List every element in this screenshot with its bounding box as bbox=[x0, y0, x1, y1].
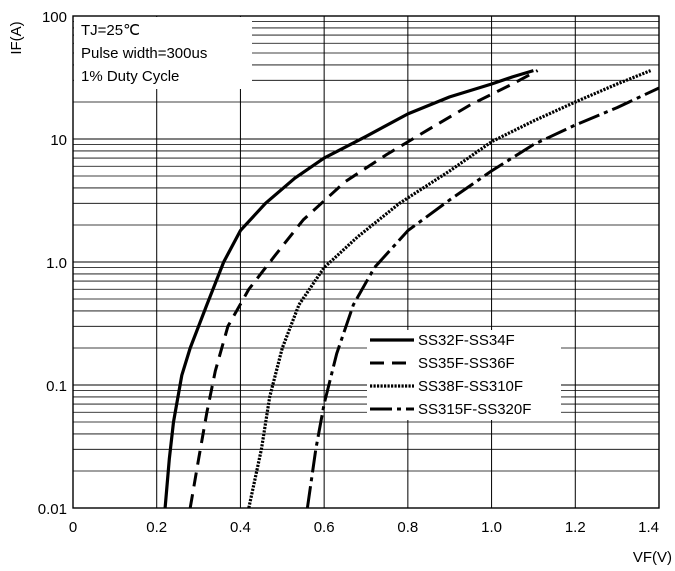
series-group bbox=[163, 69, 660, 509]
legend: SS32F-SS34F SS35F-SS36F SS38F-SS310F SS315F… bbox=[367, 330, 561, 420]
y-tick-label: 10 bbox=[50, 132, 67, 149]
note-pulse-width: Pulse width=300us bbox=[81, 45, 207, 62]
series-line-4 bbox=[305, 86, 660, 509]
series-line-1 bbox=[163, 69, 534, 509]
y-tick-label: 1.0 bbox=[46, 255, 67, 272]
plot-frame bbox=[72, 15, 660, 509]
y-tick-label: 100 bbox=[42, 9, 67, 26]
y-axis-label: IF(A) bbox=[8, 21, 25, 54]
x-axis-label: VF(V) bbox=[633, 549, 672, 566]
series-line-2 bbox=[188, 69, 539, 509]
note-temperature: TJ=25℃ bbox=[81, 22, 140, 39]
condition-note: TJ=25℃ Pulse width=300us 1% Duty Cycle bbox=[74, 17, 252, 89]
x-tick-label: 0.8 bbox=[397, 519, 418, 536]
condition-note-box bbox=[74, 17, 252, 89]
x-tick-label: 0.6 bbox=[314, 519, 335, 536]
y-tick-label: 0.01 bbox=[38, 501, 67, 518]
tick-labels: 0 0.2 0.4 0.6 0.8 1.0 1.2 1.4 0.01 0.1 1.0 10 100 bbox=[38, 9, 659, 536]
legend-label-2: SS35F-SS36F bbox=[418, 355, 515, 372]
y-tick-label: 0.1 bbox=[46, 378, 67, 395]
legend-box bbox=[367, 330, 561, 420]
note-duty-cycle: 1% Duty Cycle bbox=[81, 68, 179, 85]
x-tick-label: 1.2 bbox=[565, 519, 586, 536]
legend-label-1: SS32F-SS34F bbox=[418, 332, 515, 349]
legend-label-3: SS38F-SS310F bbox=[418, 378, 523, 395]
x-tick-label: 1.4 bbox=[638, 519, 659, 536]
x-tick-label: 0.4 bbox=[230, 519, 251, 536]
x-tick-label: 1.0 bbox=[481, 519, 502, 536]
x-tick-label: 0 bbox=[69, 519, 77, 536]
x-tick-label: 0.2 bbox=[146, 519, 167, 536]
legend-label-4: SS315F-SS320F bbox=[418, 401, 531, 418]
series-line-3 bbox=[247, 69, 652, 509]
